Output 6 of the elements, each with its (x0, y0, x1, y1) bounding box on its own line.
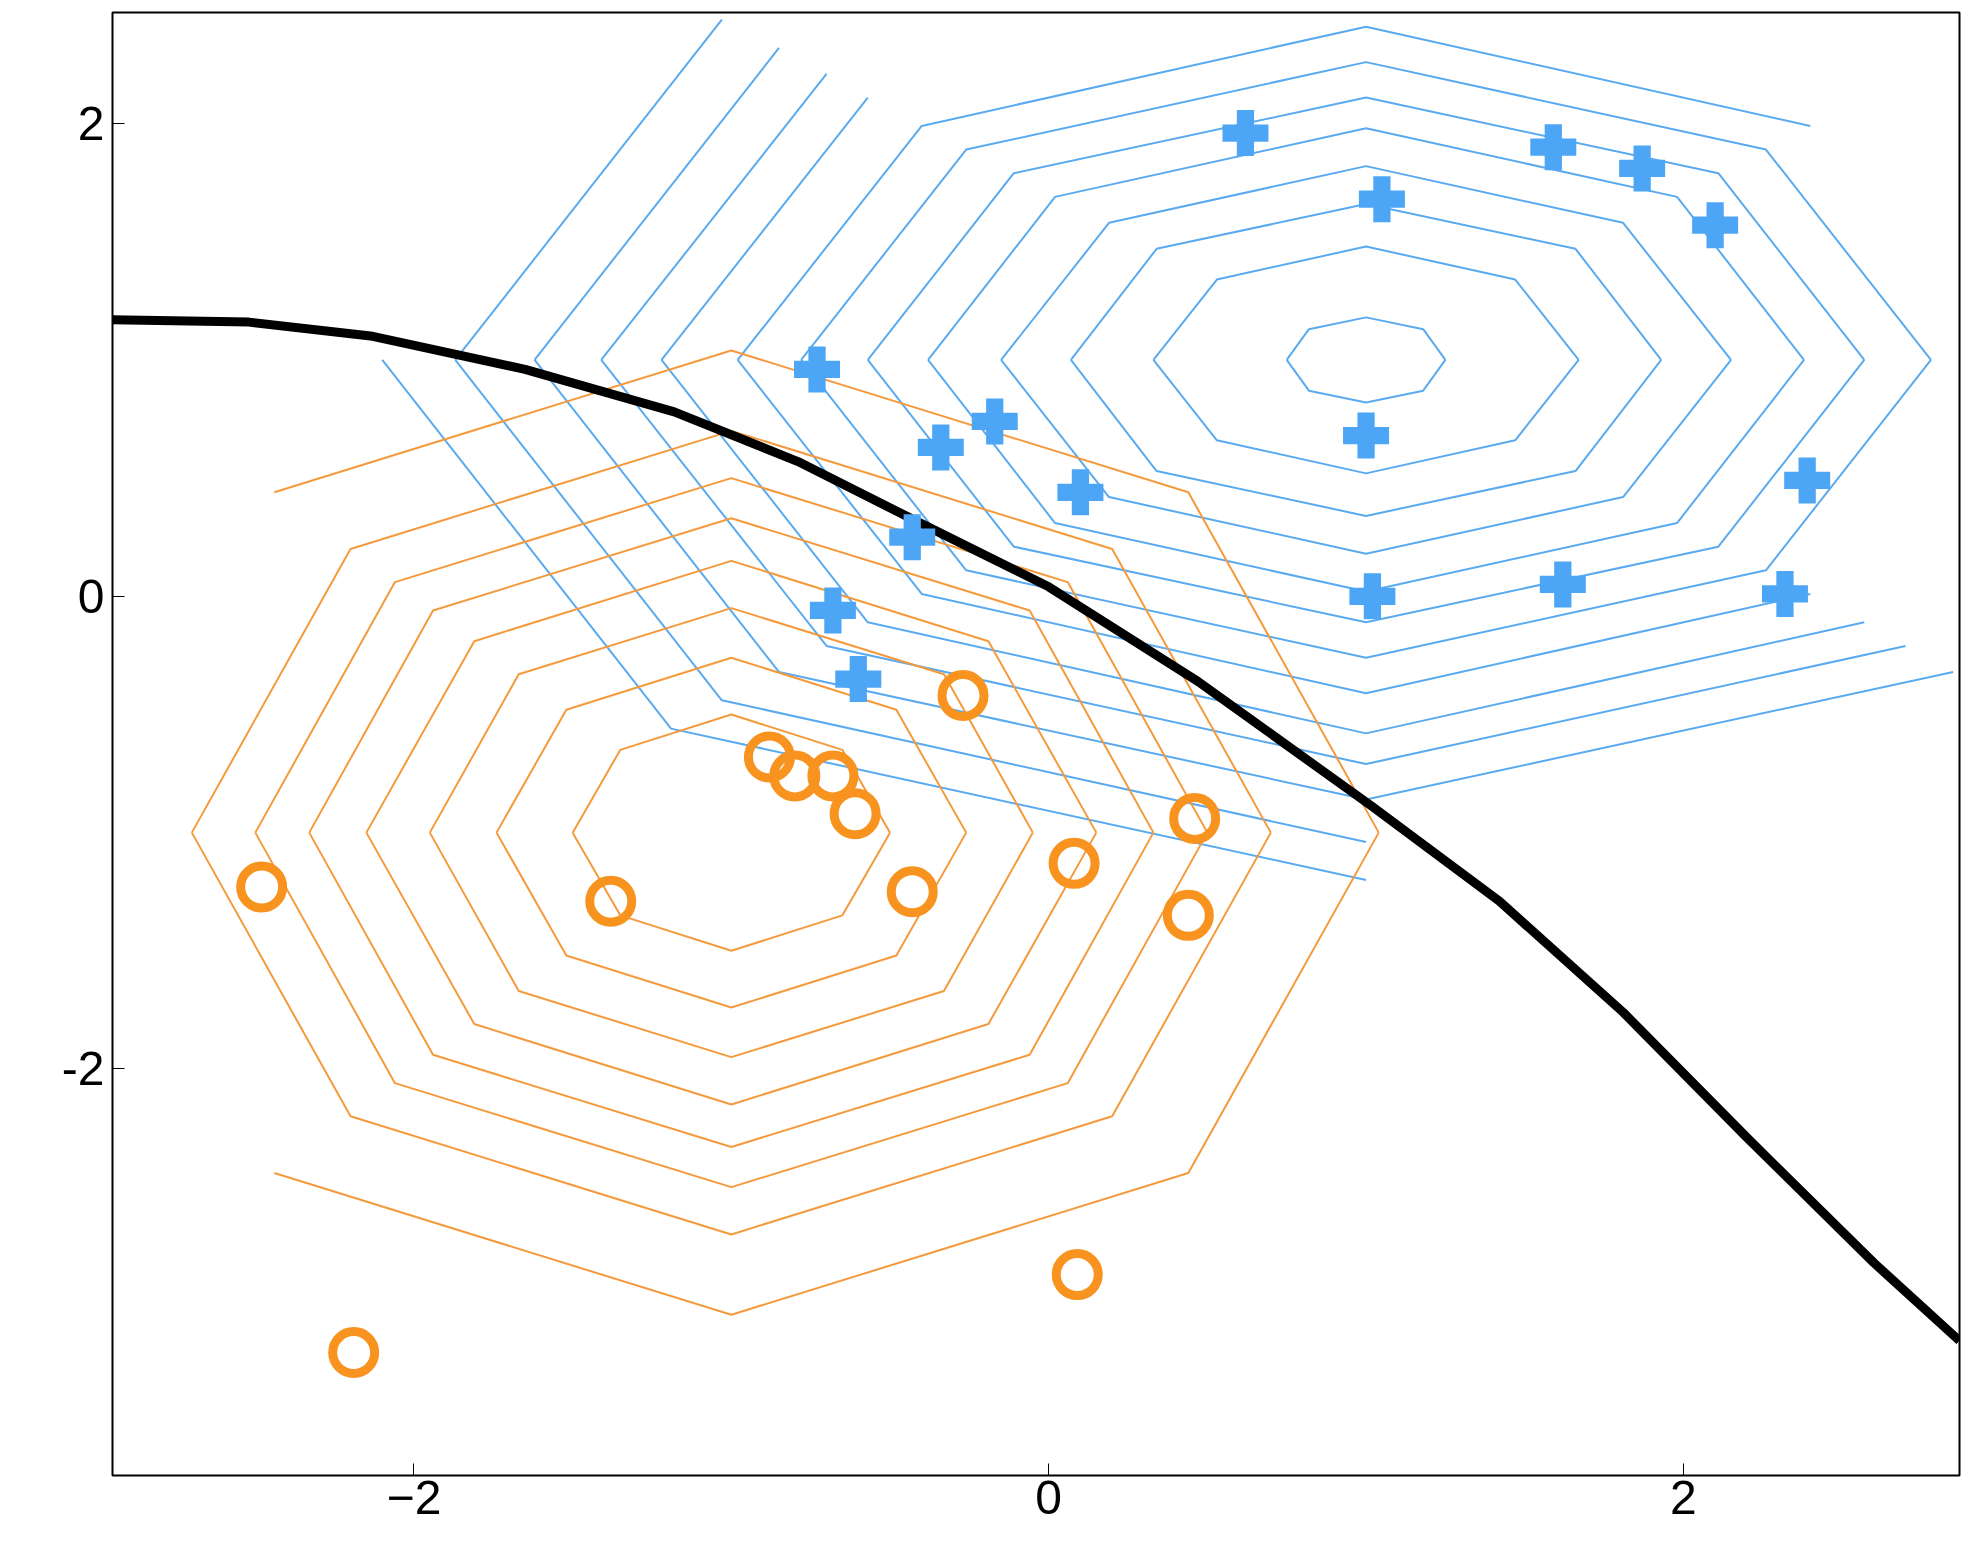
x-tick-label: 2 (1670, 1470, 1697, 1524)
y-tick-label: -2 (61, 1042, 105, 1096)
y-tick-label: 0 (77, 569, 105, 623)
y-tick-label: 2 (77, 97, 105, 151)
x-tick-label: 0 (1035, 1470, 1063, 1524)
x-tick-label: −2 (386, 1470, 442, 1524)
